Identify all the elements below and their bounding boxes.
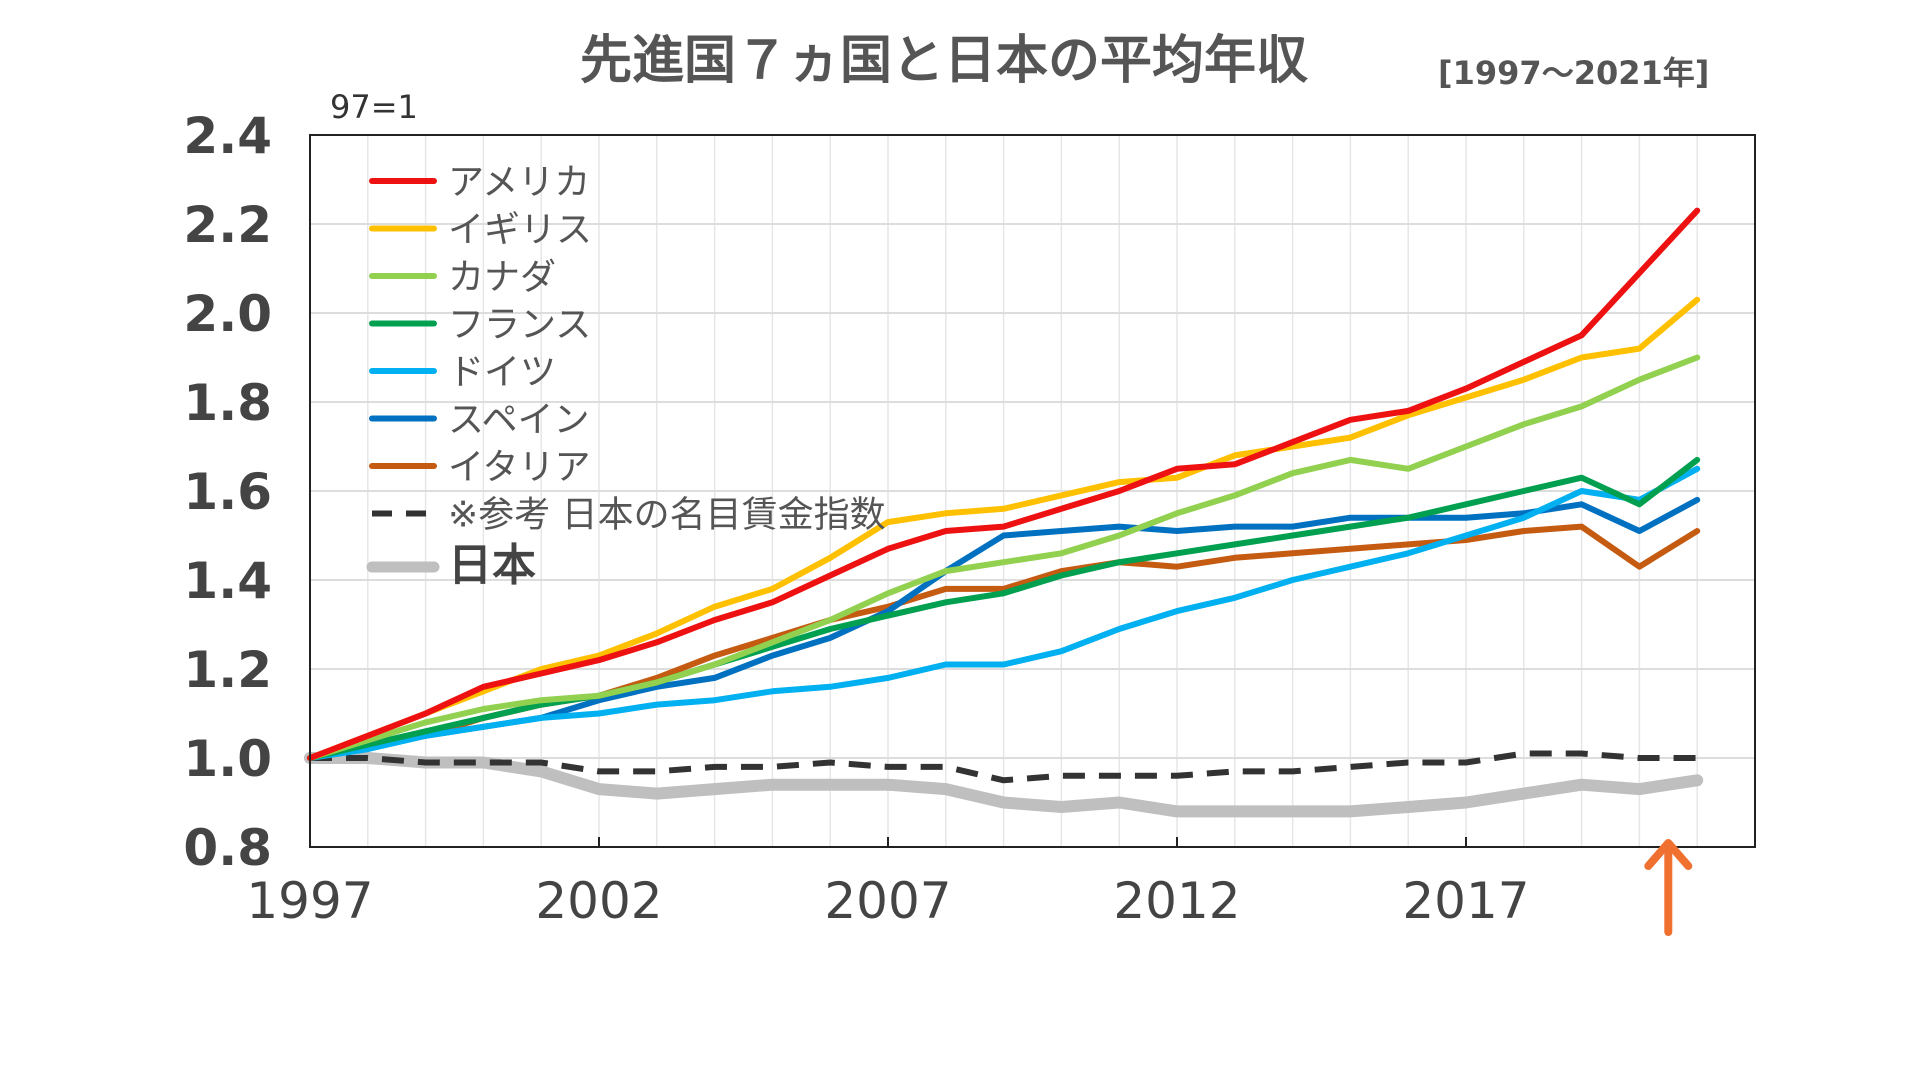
series-line-4 (307, 465, 1701, 761)
y-tick-label: 1.4 (183, 552, 272, 610)
y-tick-label: 1.0 (183, 730, 272, 788)
y-tick-label: 1.8 (183, 374, 272, 432)
grid-lines (310, 135, 1755, 847)
unit-note: 97=1 (330, 88, 418, 126)
arrow-head (1644, 839, 1693, 870)
plot-area-border (309, 134, 1756, 848)
x-tick-label: 2017 (1402, 872, 1529, 930)
legend-label: フランス (448, 305, 591, 346)
chart-subtitle: [1997～2021年] (1438, 54, 1709, 92)
x-tick-label: 2002 (535, 872, 662, 930)
legend-label: イタリア (448, 447, 591, 488)
highlight-arrow (1644, 839, 1693, 936)
series-line-0 (307, 207, 1701, 761)
x-tick-label: 1997 (246, 872, 373, 930)
legend-label: ドイツ (448, 352, 556, 393)
series-line-7 (310, 750, 1698, 784)
series-lines (304, 207, 1704, 818)
series-line-1 (307, 296, 1701, 761)
x-tick-label: 2012 (1113, 872, 1240, 930)
x-tick-label: 2007 (824, 872, 951, 930)
chart-title: 先進国７ヵ国と日本の平均年収 (580, 31, 1308, 91)
y-tick-label: 0.8 (183, 819, 272, 877)
legend-label: 日本 (448, 540, 536, 591)
series-line-8 (304, 752, 1704, 818)
y-tick-label: 2.4 (183, 107, 272, 165)
legend-label: イギリス (448, 210, 592, 251)
y-tick-label: 2.0 (183, 285, 272, 343)
legend-label: スペイン (448, 400, 589, 441)
legend-label: ※参考 日本の名目賃金指数 (448, 495, 886, 536)
series-line-2 (307, 354, 1701, 761)
y-tick-label: 1.6 (183, 463, 272, 521)
legend-label: カナダ (448, 257, 556, 298)
y-tick-label: 1.2 (183, 641, 272, 699)
y-tick-label: 2.2 (183, 196, 272, 254)
series-line-3 (307, 456, 1701, 761)
x-axis-ticks: 1997 2002 2007 2012 2017 (246, 837, 1530, 930)
y-axis-ticks: 0.8 1.0 1.2 1.4 1.6 1.8 2.0 2.2 2.4 (183, 107, 272, 877)
legend-label: アメリカ (448, 162, 590, 203)
